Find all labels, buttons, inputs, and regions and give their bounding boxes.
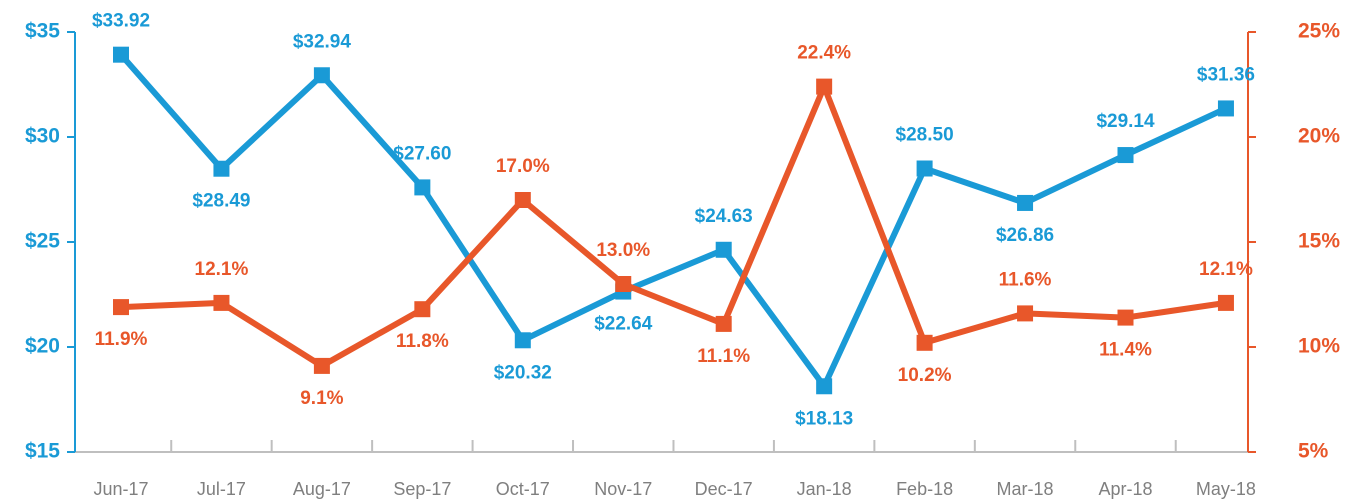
value-label: $28.50: [896, 125, 954, 146]
value-label: 11.6%: [999, 269, 1052, 290]
value-label: 12.1%: [1199, 259, 1253, 280]
series-line: [118, 52, 1228, 390]
marker: [715, 315, 732, 332]
x-tick-label: Apr-18: [1098, 479, 1152, 499]
marker: [414, 301, 431, 318]
marker: [113, 299, 129, 316]
y2-tick-label: 25%: [1298, 20, 1340, 43]
y2-tick-label: 20%: [1298, 125, 1340, 148]
y-tick-label: $35: [25, 20, 60, 43]
marker: [715, 241, 732, 258]
marker: [916, 334, 933, 351]
x-tick-label: Jul-17: [197, 479, 246, 499]
y-tick-label: $30: [25, 125, 60, 148]
marker: [615, 276, 632, 292]
x-tick-label: Aug-17: [293, 479, 351, 499]
x-tick-label: Mar-18: [997, 479, 1054, 499]
series-line: [120, 83, 1227, 369]
marker: [113, 46, 129, 63]
y-tick-label: $25: [25, 230, 60, 253]
x-tick-label: Feb-18: [896, 479, 953, 499]
x-tick-label: May-18: [1196, 479, 1256, 499]
value-label: 11.9%: [95, 329, 148, 350]
value-label: $26.86: [996, 225, 1054, 246]
value-label: 11.1%: [697, 346, 750, 367]
value-label: 11.4%: [1099, 340, 1152, 361]
marker: [213, 160, 230, 177]
value-label: 17.0%: [496, 156, 550, 177]
y2-tick-label: 15%: [1298, 230, 1340, 253]
x-tick-label: Sep-17: [393, 479, 451, 499]
marker: [313, 67, 330, 84]
marker: [1017, 194, 1034, 211]
value-label: 10.2%: [898, 365, 952, 386]
y-tick-label: $20: [25, 335, 60, 358]
marker: [1217, 100, 1234, 117]
x-tick-label: Nov-17: [594, 479, 652, 499]
marker: [213, 294, 230, 311]
value-label: $27.60: [393, 143, 451, 164]
value-label: 12.1%: [195, 259, 249, 280]
value-label: $28.49: [192, 191, 250, 212]
marker: [916, 160, 933, 177]
marker: [313, 357, 330, 374]
value-label: $20.32: [494, 362, 552, 383]
marker: [414, 179, 431, 196]
value-label: 11.8%: [396, 331, 449, 352]
y2-tick-label: 10%: [1298, 335, 1340, 358]
value-label: $22.64: [594, 314, 653, 335]
marker: [1117, 309, 1134, 326]
value-label: 22.4%: [797, 43, 851, 64]
x-tick-label: Jun-17: [93, 479, 148, 499]
value-label: $32.94: [293, 31, 352, 52]
y2-tick-label: 5%: [1298, 440, 1329, 463]
value-label: $33.92: [92, 11, 150, 32]
marker: [816, 378, 833, 395]
value-label: 9.1%: [300, 388, 343, 409]
x-tick-label: Oct-17: [496, 479, 550, 499]
value-label: $29.14: [1096, 111, 1155, 132]
value-label: 13.0%: [596, 240, 650, 261]
value-label: $24.63: [695, 206, 753, 227]
marker: [1217, 294, 1234, 311]
marker: [816, 78, 833, 95]
y-tick-label: $15: [25, 440, 60, 463]
value-label: $31.36: [1197, 64, 1255, 85]
marker: [514, 192, 531, 208]
value-label: $18.13: [795, 408, 853, 429]
marker: [1017, 305, 1034, 322]
x-tick-label: Dec-17: [695, 479, 753, 499]
marker: [514, 332, 531, 349]
x-tick-label: Jan-18: [797, 479, 852, 499]
marker: [1117, 147, 1134, 164]
